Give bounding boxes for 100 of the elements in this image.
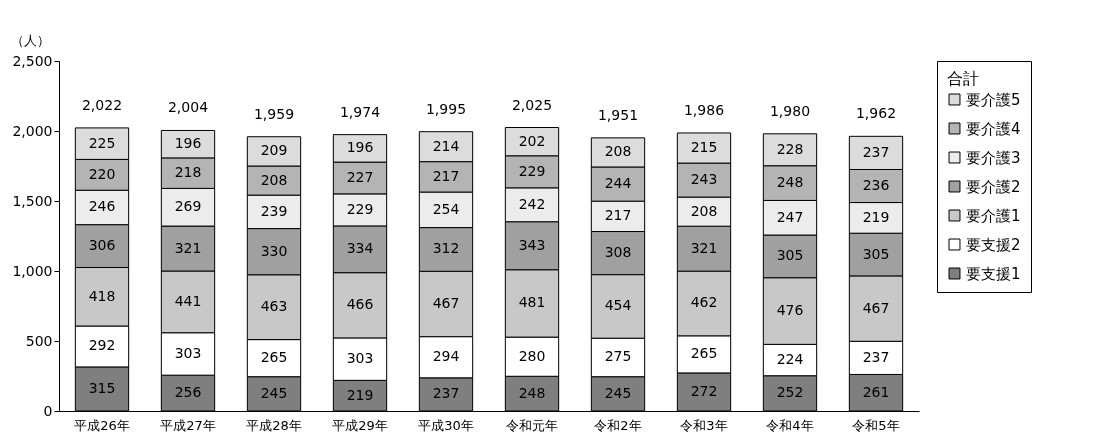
data-label: 254 (432, 200, 460, 217)
data-label: 308 (604, 244, 632, 261)
data-label: 481 (518, 294, 546, 311)
data-label: 248 (776, 174, 804, 191)
data-label: 196 (346, 139, 374, 156)
data-label: 220 (88, 165, 116, 182)
data-label: 463 (260, 298, 288, 315)
data-label: 321 (690, 239, 718, 256)
data-label: 229 (346, 200, 374, 217)
x-tick-label: 令和5年 (852, 417, 900, 433)
data-label: 247 (776, 208, 804, 225)
data-label: 476 (776, 302, 804, 319)
data-label: 312 (432, 240, 460, 257)
data-label: 261 (862, 383, 890, 400)
data-label: 462 (690, 294, 718, 311)
data-label: 467 (432, 294, 460, 311)
data-label: 228 (776, 140, 804, 157)
data-label: 217 (604, 207, 632, 224)
data-label: 214 (432, 137, 460, 154)
data-label: 334 (346, 240, 374, 257)
data-label: 237 (862, 348, 890, 365)
data-label: 208 (604, 143, 632, 160)
data-label: 418 (88, 287, 116, 304)
data-label: 248 (518, 384, 546, 401)
data-label: 245 (260, 384, 288, 401)
data-label: 265 (690, 345, 718, 362)
data-label: 275 (604, 348, 632, 365)
data-label: 441 (174, 292, 202, 309)
data-label: 243 (690, 171, 718, 188)
data-label: 237 (862, 143, 890, 160)
data-label: 244 (604, 175, 632, 192)
data-label: 224 (776, 351, 804, 368)
data-label: 245 (604, 384, 632, 401)
y-axis-title: （人） (10, 32, 50, 48)
legend-label: 要介護3 (966, 148, 1021, 167)
data-label: 196 (174, 135, 202, 152)
x-tick-label: 平成26年 (74, 417, 130, 433)
data-label: 219 (346, 386, 374, 403)
y-tick-label: 1,000 (12, 262, 53, 279)
data-label: 202 (518, 132, 546, 149)
total-label: 1,951 (597, 106, 639, 123)
x-tick-label: 平成29年 (332, 417, 388, 433)
data-label: 219 (862, 208, 890, 225)
total-label: 1,995 (425, 100, 467, 117)
data-label: 215 (690, 139, 718, 156)
total-label: 2,022 (81, 96, 123, 113)
x-tick-label: 令和3年 (680, 417, 728, 433)
y-tick-label: 2,000 (12, 122, 53, 139)
total-label: 2,025 (511, 96, 553, 113)
data-label: 237 (432, 385, 460, 402)
data-label: 292 (88, 337, 116, 354)
legend-label: 要介護2 (966, 177, 1021, 196)
legend-title: 合計 (947, 69, 979, 88)
legend-label: 要支援2 (966, 235, 1021, 254)
data-label: 217 (432, 167, 460, 184)
x-tick-label: 平成30年 (418, 417, 474, 433)
legend-label: 要支援1 (966, 264, 1021, 283)
total-label: 1,959 (253, 105, 295, 122)
y-tick-label: 500 (25, 332, 53, 349)
legend-label: 要介護1 (966, 206, 1021, 225)
data-label: 225 (88, 134, 116, 151)
data-label: 294 (432, 348, 460, 365)
data-label: 305 (862, 245, 890, 262)
total-label: 1,962 (855, 105, 897, 122)
data-label: 280 (518, 347, 546, 364)
total-label: 1,980 (769, 102, 811, 119)
data-label: 343 (518, 236, 546, 253)
y-tick-label: 1,500 (12, 192, 53, 209)
x-tick-label: 平成27年 (160, 417, 216, 433)
legend-label: 要介護4 (966, 119, 1021, 138)
data-label: 330 (260, 242, 288, 259)
data-label: 321 (174, 239, 202, 256)
data-label: 256 (174, 384, 202, 401)
data-label: 467 (862, 299, 890, 316)
data-label: 303 (346, 350, 374, 367)
total-label: 1,974 (339, 103, 381, 120)
total-label: 2,004 (167, 99, 209, 116)
data-label: 315 (88, 379, 116, 396)
data-label: 466 (346, 296, 374, 313)
x-tick-label: 令和4年 (766, 417, 814, 433)
data-label: 218 (174, 164, 202, 181)
data-label: 454 (604, 297, 632, 314)
total-label: 1,986 (683, 101, 725, 118)
x-tick-label: 令和元年 (506, 417, 558, 433)
data-label: 229 (518, 162, 546, 179)
x-tick-label: 平成28年 (246, 417, 302, 433)
y-tick-label: 2,500 (12, 52, 53, 69)
data-label: 239 (260, 202, 288, 219)
data-label: 272 (690, 382, 718, 399)
data-label: 306 (88, 237, 116, 254)
data-label: 209 (260, 142, 288, 159)
data-label: 246 (88, 198, 116, 215)
y-tick-label: 0 (43, 402, 53, 419)
data-label: 236 (862, 177, 890, 194)
data-label: 208 (260, 171, 288, 188)
data-label: 303 (174, 344, 202, 361)
data-label: 269 (174, 198, 202, 215)
data-label: 305 (776, 247, 804, 264)
legend-label: 要介護5 (966, 90, 1021, 109)
data-label: 265 (260, 349, 288, 366)
